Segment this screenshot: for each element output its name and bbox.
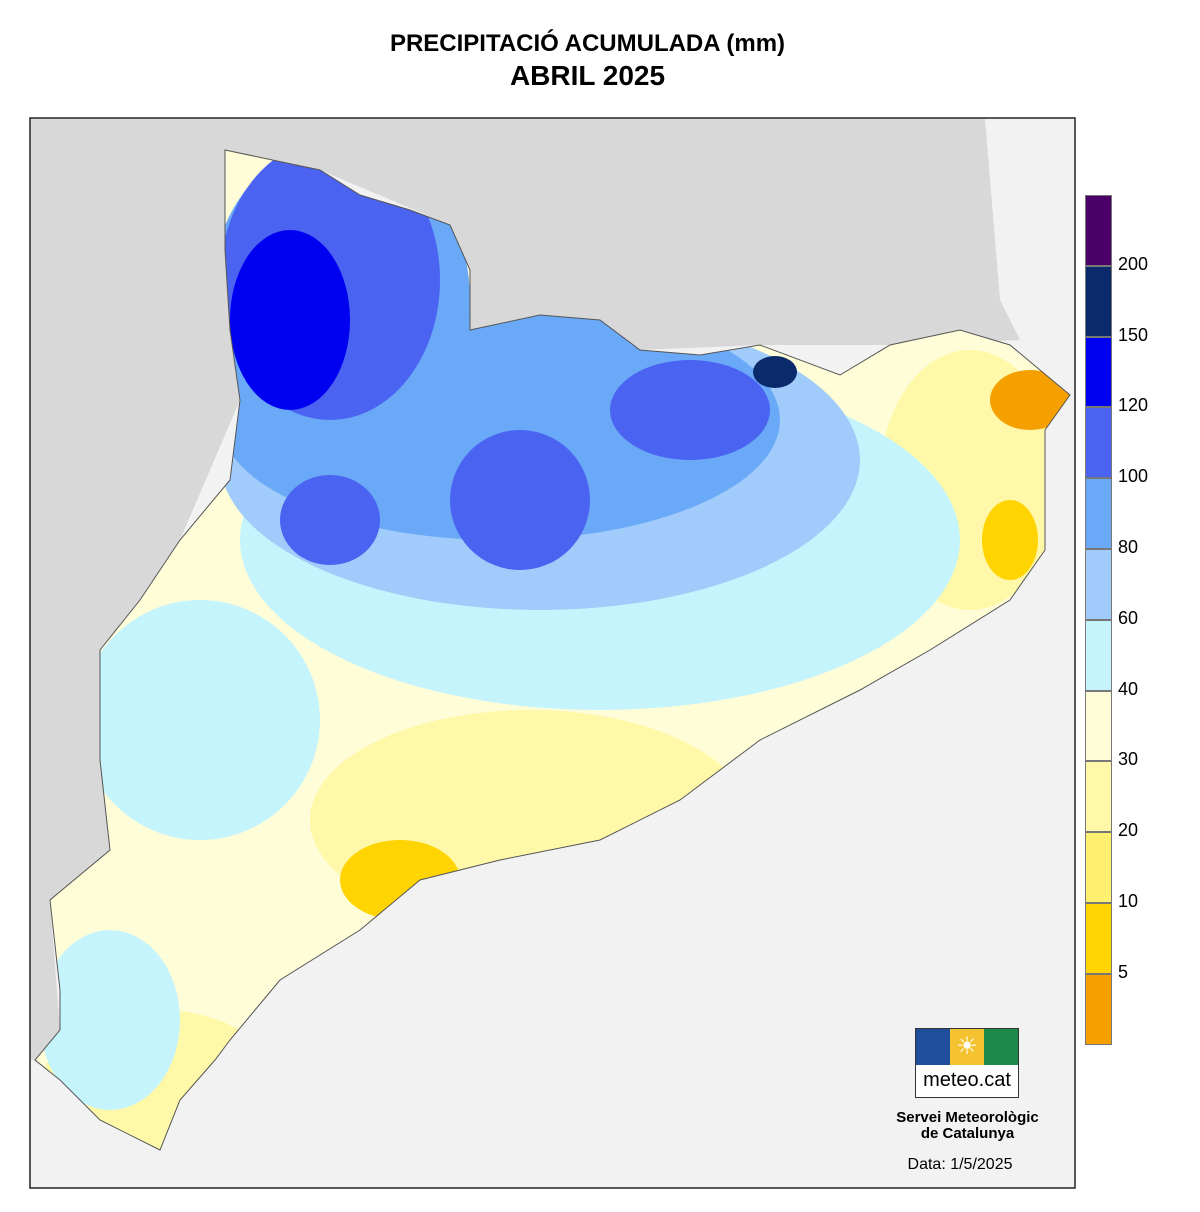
legend-swatch: [1085, 690, 1112, 762]
legend-label: 60: [1118, 607, 1139, 628]
legend-label: 30: [1118, 749, 1139, 770]
meteocat-logo: ☀ meteo.cat: [915, 1028, 1019, 1098]
legend-swatch: [1085, 478, 1112, 549]
legend-label: 200: [1118, 253, 1149, 274]
org-line1: Servei Meteorològic: [896, 1109, 1039, 1126]
organization-name: Servei Meteorològic de Catalunya: [870, 1110, 1065, 1142]
legend-label: 80: [1118, 537, 1139, 557]
legend-swatch: [1085, 761, 1112, 833]
org-line2: de Catalunya: [920, 1125, 1015, 1142]
legend-swatch: [1085, 549, 1112, 620]
legend-swatch: [1085, 265, 1112, 337]
legend-label: 5: [1118, 961, 1129, 982]
legend-swatch: [1085, 973, 1112, 1045]
legend-label: 120: [1118, 395, 1149, 416]
legend-swatch: [1085, 832, 1112, 903]
sun-icon: ☀: [950, 1029, 984, 1065]
legend-swatch: [1085, 903, 1112, 974]
cloud-icon: [984, 1029, 1018, 1065]
logo-text: meteo.cat: [923, 1069, 1011, 1091]
legend-label: 10: [1118, 891, 1139, 911]
legend-label: 40: [1118, 678, 1139, 699]
legend-label: 150: [1118, 324, 1149, 345]
legend-swatch: [1085, 336, 1112, 408]
legend-swatch: [1085, 407, 1112, 479]
terrain-land: [31, 119, 1020, 1060]
map-date: Data: 1/5/2025: [907, 1156, 1013, 1173]
map-subtitle: ABRIL 2025: [509, 60, 666, 91]
legend-swatch: [1085, 619, 1112, 691]
legend-swatch: [1085, 195, 1112, 266]
legend-label: 20: [1118, 820, 1139, 841]
logo-blue-panel: [916, 1029, 950, 1065]
legend-label: 100: [1118, 466, 1149, 487]
map-title: PRECIPITACIÓ ACUMULADA (mm): [389, 30, 786, 57]
